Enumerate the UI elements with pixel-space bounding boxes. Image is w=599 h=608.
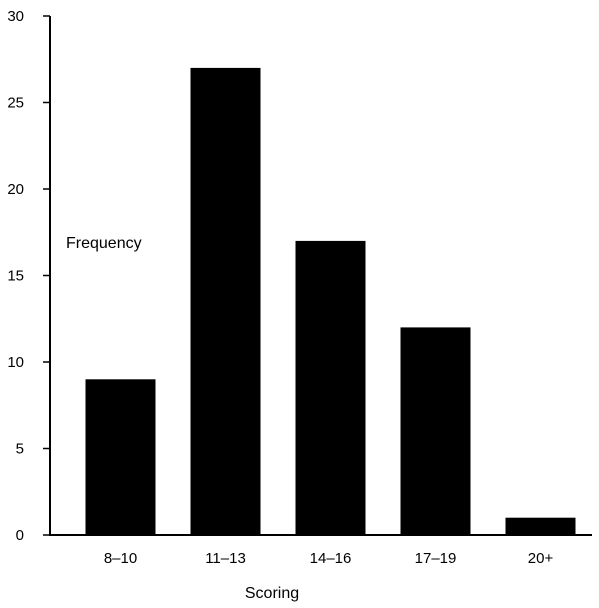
- y-tick-label: 20: [7, 181, 24, 198]
- y-tick-label: 0: [16, 527, 24, 544]
- bar: [190, 67, 261, 536]
- y-tick-labels: 0 5 10 15 20 25 30: [7, 8, 24, 544]
- y-tick-label: 30: [7, 8, 24, 25]
- x-category-label: 17–19: [415, 550, 457, 567]
- bar: [295, 240, 366, 535]
- y-tick-label: 10: [7, 354, 24, 371]
- x-axis-label: Scoring: [245, 585, 299, 602]
- bar-group: [85, 67, 576, 536]
- x-category-labels: 8–10 11–13 14–16 17–19 20+: [104, 550, 554, 567]
- x-category-label: 11–13: [205, 550, 246, 567]
- y-axis-label: Frequency: [66, 235, 142, 252]
- x-category-label: 20+: [528, 550, 554, 567]
- x-category-label: 14–16: [310, 550, 352, 567]
- y-tick-label: 25: [7, 95, 24, 112]
- y-tick-label: 5: [16, 441, 24, 458]
- bar: [400, 327, 471, 535]
- bar: [85, 379, 156, 535]
- bar: [505, 517, 576, 535]
- y-tick-label: 15: [7, 268, 24, 285]
- x-category-label: 8–10: [104, 550, 137, 567]
